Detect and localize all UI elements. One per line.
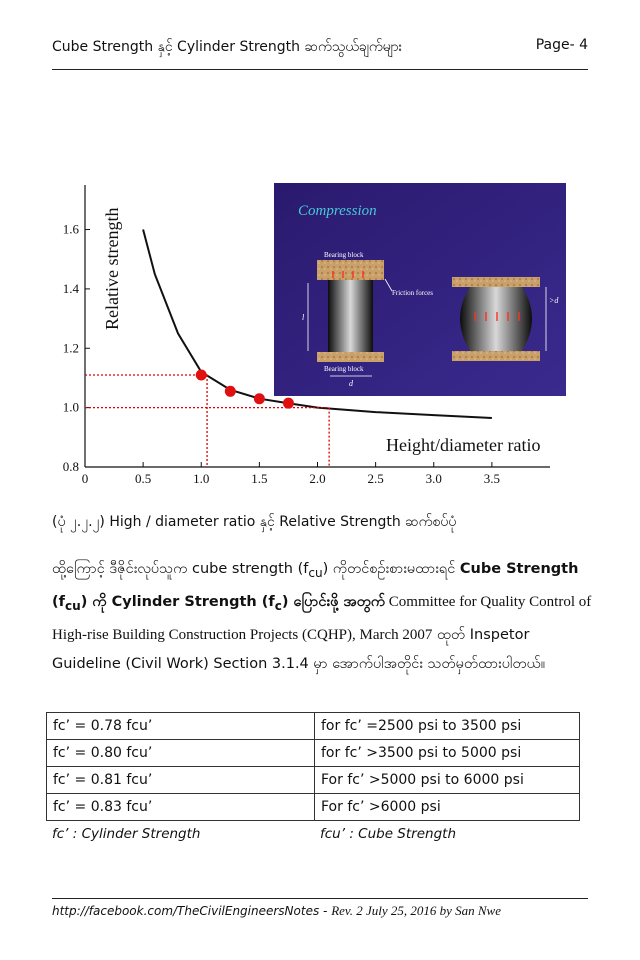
y-tick-label: 0.8 [63,459,79,474]
top-bearing-block-right [452,277,540,287]
relative-strength-chart: 0.8 1.0 1.2 1.4 1.6 0 0.5 1.0 1.5 2.0 2.5 3.0 3.5 R… [63,183,566,486]
table-cell: fc’ = 0.78 fcu’ [46,712,315,740]
y-tick-label: 1.6 [63,222,80,237]
table-cell: For fc’ >5000 psi to 6000 psi [314,766,580,794]
y-tick-label: 1.0 [63,400,79,415]
inset-title: Compression [298,203,377,219]
para-bold-2: ) ကို Cylinder Strength (f [80,593,275,610]
data-points [195,369,294,409]
x-ticks: 0 0.5 1.0 1.5 2.0 2.5 3.0 3.5 [82,462,500,486]
para-bold-3: ) ပြောင်းဖို့ အတွက် [281,593,386,610]
table-cell: For fc’ >6000 psi [314,793,580,821]
y-tick-label: 1.4 [63,281,80,296]
x-tick-label: 0 [82,471,89,486]
page-header: Cube Strength နှင့် Cylinder Strength ဆက… [52,37,588,70]
sub-cu-2: cu [64,598,81,613]
top-bearing-block [317,260,384,280]
x-tick-label: 1.0 [193,471,209,486]
figure-caption: (ပုံ ၂.၂.၂) High / diameter ratio နှင့် … [52,514,457,530]
x-tick-label: 3.0 [426,471,442,486]
bottom-bearing-block-right [452,351,540,361]
table-cell: for fc’ =2500 psi to 3500 psi [314,712,580,740]
page-footer: http://facebook.com/TheCivilEngineersNot… [52,898,588,919]
expanded-label: >d [549,296,559,305]
length-label: l [302,313,305,322]
para-text-3: ထုတ် Inspetor Guideline (Civil Work) Sec… [52,626,546,672]
x-tick-label: 0.5 [135,471,151,486]
table-cell: fc’ = 0.83 fcu’ [46,793,315,821]
bottom-bearing-block [317,352,384,362]
table-row: fc’ = 0.78 fcu’ for fc’ =2500 psi to 3500… [46,712,580,740]
page-number: Page- 4 [535,37,588,53]
sub-cu-1: cu [308,565,323,580]
legend-cylinder: fc’ : Cylinder Strength [52,826,201,842]
bearing-label-top: Bearing block [324,251,364,259]
data-point [282,397,294,409]
table-cell: fc’ = 0.80 fcu’ [46,739,315,767]
para-text-2: ) ကိုတင်စဉ်းစားမထားရင် [322,561,460,577]
y-tick-label: 1.2 [63,340,79,355]
diameter-label: d [349,379,354,388]
data-point [195,369,207,381]
x-tick-label: 2.5 [368,471,384,486]
x-tick-label: 1.5 [251,471,267,486]
x-axis-label: Height/diameter ratio [386,435,540,455]
y-ticks: 0.8 1.0 1.2 1.4 1.6 [63,222,90,474]
legend-cube: fcu’ : Cube Strength [320,826,456,842]
table-cell: fc’ = 0.81 fcu’ [46,766,315,794]
para-serif-text: Committee for Quality Control of High-ri… [52,593,592,643]
x-tick-label: 3.5 [484,471,500,486]
para-text-1: ထို့ကြောင့် ဒီဇိုင်းလုပ်သူက cube strengt… [52,561,309,577]
data-point [224,385,236,397]
header-title: Cube Strength နှင့် Cylinder Strength ဆက… [52,39,403,55]
para-bold-1: Cube Strength (f [52,561,579,610]
y-axis-label: Relative strength [102,208,122,330]
body-paragraph: ထို့ကြောင့် ဒီဇိုင်းလုပ်သူက cube strengt… [52,555,592,679]
friction-label: Friction forces [392,289,433,297]
footer-revision: Rev. 2 July 25, 2016 by San Nwe [331,903,501,918]
table-row: fc’ = 0.83 fcu’ For fc’ >6000 psi [46,793,580,821]
table-row: fc’ = 0.81 fcu’ For fc’ >5000 psi to 6000… [46,766,580,794]
dotted-guides [85,374,330,467]
table-row: fc’ = 0.80 fcu’ for fc’ >3500 psi to 5000… [46,739,580,767]
cylinder-right [460,287,532,351]
footer-url[interactable]: http://facebook.com/TheCivilEngineersNot… [52,904,328,918]
strength-ratio-table: fc’ = 0.78 fcu’ for fc’ =2500 psi to 3500… [46,712,580,821]
sub-c: c [274,598,282,613]
bearing-label-bottom: Bearing block [324,365,364,373]
table-cell: for fc’ >3500 psi to 5000 psi [314,739,580,767]
data-point [253,393,265,405]
x-tick-label: 2.0 [309,471,325,486]
cylinder-left [328,280,373,352]
compression-inset: Compression Bearing block Bearing block … [274,183,566,396]
